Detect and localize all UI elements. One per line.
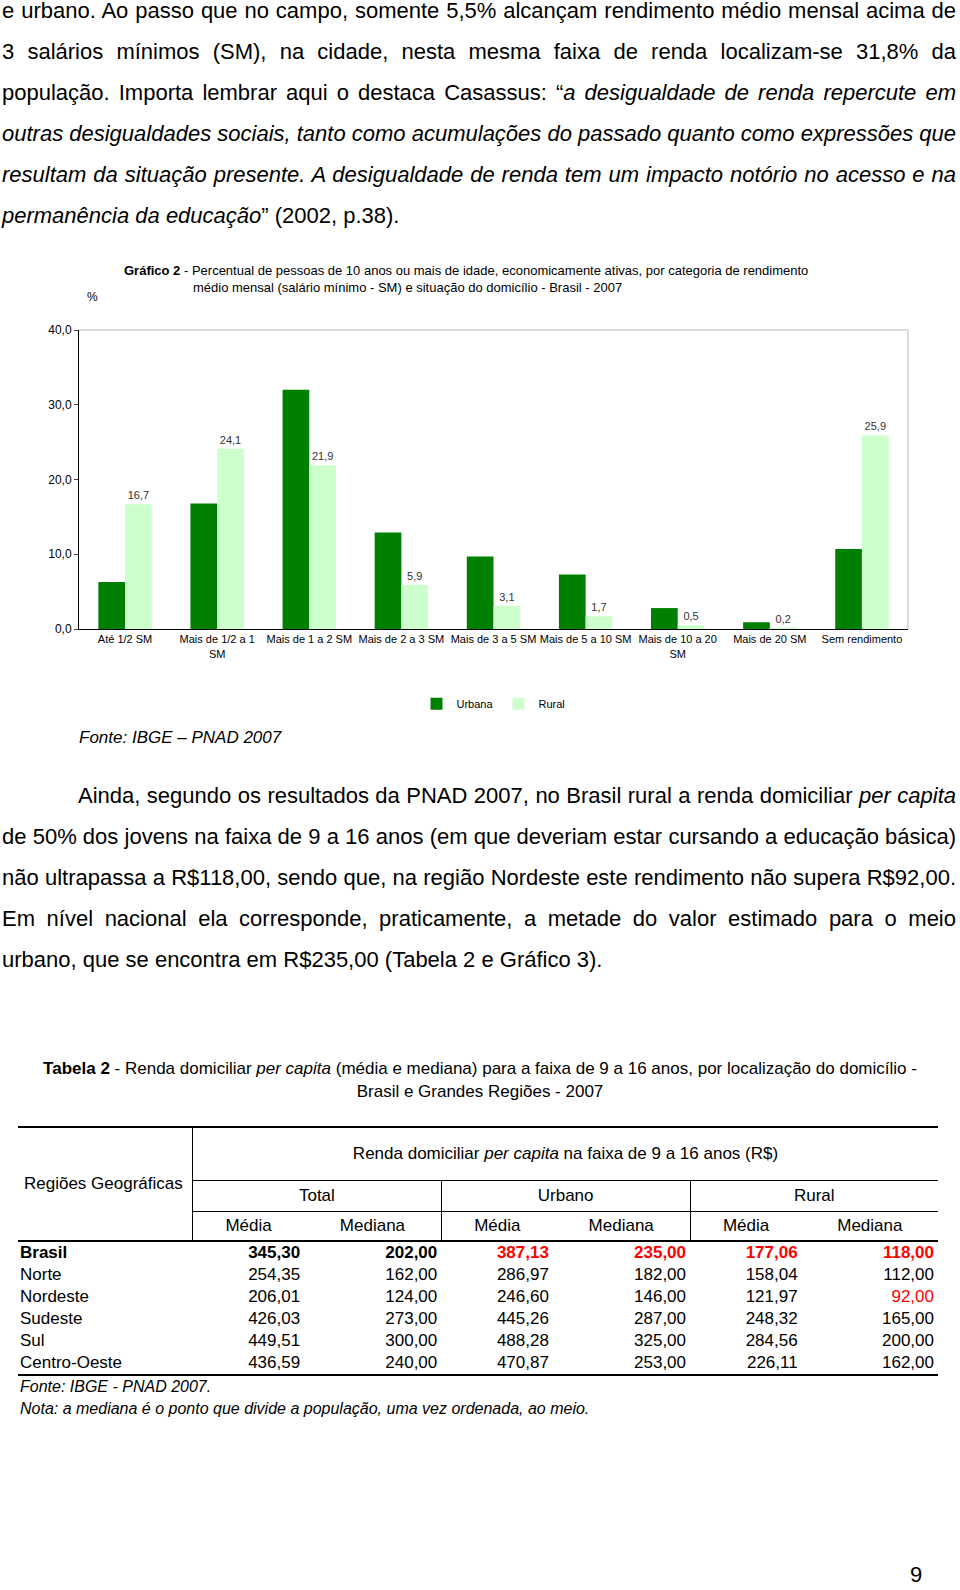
html-text:Nordeste: Nordeste [20,1287,89,1306]
html-text:Mediana: Mediana [339,1216,405,1235]
html-text:300,00: 300,00 [385,1331,438,1350]
svg-text:16,7: 16,7 [128,489,149,501]
svg-text:Mais de 2 a 3 SM: Mais de 2 a 3 SM [359,633,445,645]
html-text:253,00: 253,00 [634,1353,686,1372]
html-text:92,00: 92,00 [891,1287,934,1306]
html-text:a desigualdade de renda reperc: a desigualdade de renda repercute em out… [2,80,956,228]
svg-text:20,0: 20,0 [48,473,72,487]
html-text:284,56: 284,56 [745,1331,798,1350]
svg-text:25,9: 25,9 [865,420,886,432]
html-text:449,51: 449,51 [248,1331,301,1350]
html-text:182,00: 182,00 [634,1265,686,1284]
html-text:206,01: 206,01 [248,1287,301,1306]
html-text:Tabela 2 - Renda domiciliar pe: Tabela 2 - Renda domiciliar per capita (… [43,1059,917,1101]
html-text:112,00: 112,00 [883,1265,934,1284]
html-text:Ainda, segundo os resultados d: Ainda, segundo os resultados da PNAD 200… [78,783,956,808]
html-text:325,00: 325,00 [634,1331,686,1350]
html-text:226,11: 226,11 [746,1353,798,1372]
svg-text:24,1: 24,1 [220,434,241,446]
svg-text:5,9: 5,9 [407,570,422,582]
html-text:235,00: 235,00 [634,1243,686,1262]
html-text:118,00: 118,00 [882,1243,934,1262]
html-text:de 50% dos jovens na faixa de: de 50% dos jovens na faixa de 9 a 16 ano… [2,824,956,972]
svg-text:Sem rendimento: Sem rendimento [822,633,903,645]
html-text:Fonte: IBGE - PNAD 2007.: Fonte: IBGE - PNAD 2007. [20,1378,212,1395]
html-text:Média: Média [474,1216,521,1235]
html-text:436,59: 436,59 [248,1353,301,1372]
html-text:246,60: 246,60 [496,1287,549,1306]
html-text:Nota: a mediana é o ponto que: Nota: a mediana é o ponto que divide a p… [20,1400,590,1417]
html-text:9: 9 [910,1562,923,1587]
svg-text:Mais de 1 a 2 SM: Mais de 1 a 2 SM [266,633,352,645]
html-text:Norte: Norte [20,1265,62,1284]
html-text:124,00: 124,00 [385,1287,438,1306]
html-text:287,00: 287,00 [634,1309,686,1328]
html-text:Sul: Sul [20,1331,45,1350]
html-text:Fonte: IBGE – PNAD 2007: Fonte: IBGE – PNAD 2007 [79,728,282,747]
html-text:121,97: 121,97 [745,1287,798,1306]
svg-text:0,0: 0,0 [55,622,72,636]
html-text:Média: Média [225,1216,272,1235]
html-text:Total: Total [298,1186,335,1205]
html-text:Renda domiciliar per capita na: Renda domiciliar per capita na faixa de … [352,1144,779,1163]
html-text:Regiões Geográficas: Regiões Geográficas [24,1174,183,1193]
svg-text:0,2: 0,2 [776,613,791,625]
svg-text:30,0: 30,0 [48,398,72,412]
svg-text:Mais de 5 a 10 SM: Mais de 5 a 10 SM [540,633,632,645]
svg-text:Mais de 1/2 a 1SM: Mais de 1/2 a 1SM [180,633,255,659]
html-text:488,28: 488,28 [496,1331,549,1350]
html-text:240,00: 240,00 [385,1353,438,1372]
svg-text:3,1: 3,1 [499,591,514,603]
html-text:248,32: 248,32 [745,1309,798,1328]
html-text:Média: Média [722,1216,770,1235]
svg-text:1,7: 1,7 [591,601,606,613]
html-text:Gráfico 2 - Percentual de pess: Gráfico 2 - Percentual de pessoas de 10 … [124,263,809,295]
svg-text:0,5: 0,5 [683,610,698,622]
html-text:Rural: Rural [794,1186,835,1205]
svg-text:Mais de 10 a 20SM: Mais de 10 a 20SM [639,633,717,659]
svg-text:40,0: 40,0 [48,323,72,337]
html-text:158,04: 158,04 [745,1265,798,1284]
html-text:162,00: 162,00 [385,1265,438,1284]
html-text:345,30: 345,30 [248,1243,301,1262]
svg-text:%: % [87,290,98,304]
html-text:286,97: 286,97 [496,1265,549,1284]
html-text:200,00: 200,00 [882,1331,934,1350]
svg-text:Mais de 3 a 5 SM: Mais de 3 a 5 SM [451,633,537,645]
html-text:177,06: 177,06 [745,1243,798,1262]
html-text:470,87: 470,87 [496,1353,549,1372]
html-text:426,03: 426,03 [248,1309,301,1328]
html-text:Mediana: Mediana [588,1216,654,1235]
html-text:387,13: 387,13 [496,1243,549,1262]
html-text:Urbano: Urbano [537,1186,594,1205]
svg-text:Urbana: Urbana [457,698,494,710]
html-text:146,00: 146,00 [634,1287,686,1306]
svg-text:21,9: 21,9 [312,450,333,462]
html-text:Sudeste: Sudeste [20,1309,83,1328]
html-text:162,00: 162,00 [882,1353,934,1372]
html-text:Brasil: Brasil [20,1243,68,1262]
svg-text:Rural: Rural [538,698,564,710]
html-text:202,00: 202,00 [385,1243,438,1262]
html-text:445,26: 445,26 [496,1309,549,1328]
html-text:165,00: 165,00 [882,1309,934,1328]
html-text:Centro-Oeste: Centro-Oeste [20,1353,122,1372]
svg-text:Até 1/2 SM: Até 1/2 SM [98,633,152,645]
html-text:254,35: 254,35 [248,1265,301,1284]
svg-text:Mais de 20 SM: Mais de 20 SM [733,633,806,645]
svg-text:10,0: 10,0 [48,547,72,561]
html-text:Mediana: Mediana [837,1216,903,1235]
html-text:273,00: 273,00 [385,1309,438,1328]
